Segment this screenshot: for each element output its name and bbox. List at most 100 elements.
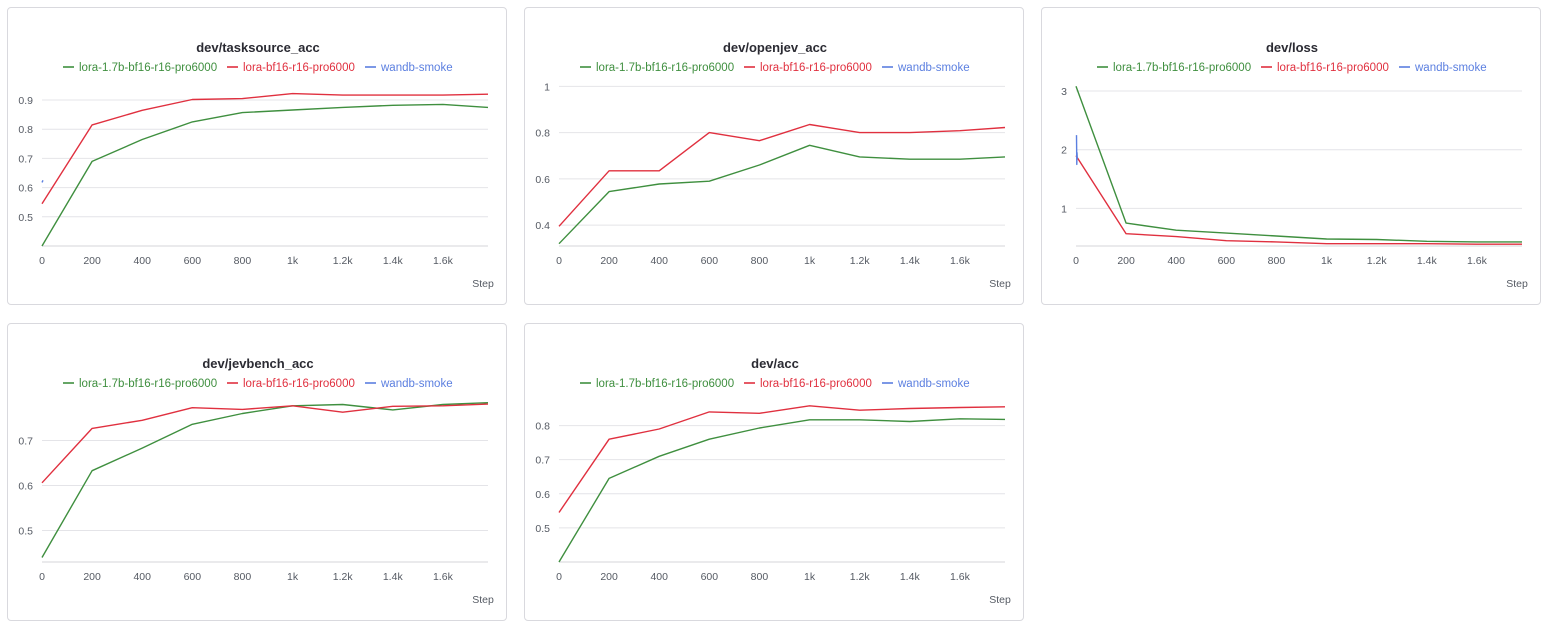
- y-tick-label: 0.7: [18, 436, 33, 448]
- legend-label-lora-bf16-r16-pro6000: lora-bf16-r16-pro6000: [760, 62, 872, 74]
- x-axis-label: Step: [989, 594, 1011, 606]
- x-tick-label: 400: [133, 255, 151, 267]
- legend-label-wandb-smoke: wandb-smoke: [897, 378, 970, 390]
- chart-title: dev/jevbench_acc: [202, 356, 313, 371]
- y-tick-label: 0.9: [18, 95, 33, 107]
- legend-label-wandb-smoke: wandb-smoke: [380, 62, 453, 74]
- x-tick-label: 1k: [287, 571, 299, 583]
- series-line-lora-bf16-r16-pro6000[interactable]: [1075, 155, 1522, 245]
- x-tick-label: 1.6k: [1467, 255, 1488, 267]
- x-axis-label: Step: [472, 594, 494, 606]
- x-tick-label: 0: [556, 255, 562, 267]
- x-tick-label: 1k: [1321, 255, 1333, 267]
- y-tick-label: 0.5: [18, 212, 33, 224]
- x-axis-label: Step: [989, 278, 1011, 290]
- chart-svg: dev/jevbench_acc lora-1.7b-bf16-r16-pro60…: [18, 356, 494, 606]
- legend-label-lora-bf16-r16-pro6000: lora-bf16-r16-pro6000: [243, 62, 355, 74]
- x-axis-label: Step: [1506, 278, 1528, 290]
- x-tick-label: 1.4k: [383, 571, 404, 583]
- legend-label-lora-1-7b-bf16-r16-pro6000: lora-1.7b-bf16-r16-pro6000: [596, 62, 734, 74]
- y-tick-label: 1: [544, 81, 550, 93]
- legend-label-lora-bf16-r16-pro6000: lora-bf16-r16-pro6000: [243, 378, 355, 390]
- chart-title: dev/openjev_acc: [723, 40, 827, 55]
- y-tick-label: 0.4: [535, 220, 550, 232]
- chart-panel-acc[interactable]: dev/acc lora-1.7b-bf16-r16-pro6000 lora-bf…: [524, 323, 1024, 621]
- series-line-lora-bf16-r16-pro6000[interactable]: [558, 405, 1006, 513]
- chart-title: dev/loss: [1266, 40, 1318, 55]
- y-tick-label: 1: [1061, 203, 1067, 215]
- x-tick-label: 800: [234, 571, 252, 583]
- x-tick-label: 600: [701, 571, 719, 583]
- x-tick-label: 1.4k: [383, 255, 404, 267]
- x-tick-label: 1.4k: [900, 255, 921, 267]
- y-tick-label: 0.8: [535, 128, 550, 140]
- x-tick-label: 0: [1073, 255, 1079, 267]
- y-tick-label: 0.5: [18, 526, 33, 538]
- x-tick-label: 600: [184, 571, 202, 583]
- chart-svg: dev/openjev_acc lora-1.7b-bf16-r16-pro600…: [535, 40, 1011, 290]
- x-tick-label: 0: [39, 571, 45, 583]
- legend-label-lora-bf16-r16-pro6000: lora-bf16-r16-pro6000: [760, 378, 872, 390]
- y-tick-label: 0.6: [18, 183, 33, 195]
- x-tick-label: 1.6k: [433, 255, 454, 267]
- legend-label-lora-1-7b-bf16-r16-pro6000: lora-1.7b-bf16-r16-pro6000: [79, 378, 217, 390]
- legend-label-lora-1-7b-bf16-r16-pro6000: lora-1.7b-bf16-r16-pro6000: [1113, 62, 1251, 74]
- x-tick-label: 1.2k: [850, 571, 871, 583]
- series-line-lora-1-7b-bf16-r16-pro6000[interactable]: [558, 144, 1006, 245]
- y-tick-label: 0.6: [18, 481, 33, 493]
- y-tick-label: 3: [1061, 86, 1067, 98]
- series-line-lora-1-7b-bf16-r16-pro6000[interactable]: [41, 103, 489, 247]
- chart-svg: dev/loss lora-1.7b-bf16-r16-pro6000 lora-b…: [1061, 40, 1528, 290]
- series-line-lora-bf16-r16-pro6000[interactable]: [558, 123, 1006, 227]
- x-tick-label: 200: [1117, 255, 1135, 267]
- x-tick-label: 800: [234, 255, 252, 267]
- series-line-lora-1-7b-bf16-r16-pro6000[interactable]: [41, 402, 489, 558]
- x-tick-label: 600: [184, 255, 202, 267]
- series-line-lora-bf16-r16-pro6000[interactable]: [41, 92, 489, 205]
- y-tick-label: 2: [1061, 145, 1067, 157]
- x-tick-label: 0: [39, 255, 45, 267]
- y-tick-label: 0.8: [18, 124, 33, 136]
- x-tick-label: 400: [650, 571, 668, 583]
- y-tick-label: 0.7: [535, 455, 550, 467]
- legend-label-lora-1-7b-bf16-r16-pro6000: lora-1.7b-bf16-r16-pro6000: [79, 62, 217, 74]
- legend-label-wandb-smoke: wandb-smoke: [1414, 62, 1487, 74]
- chart-panel-openjev-acc[interactable]: dev/openjev_acc lora-1.7b-bf16-r16-pro600…: [524, 7, 1024, 305]
- x-tick-label: 600: [701, 255, 719, 267]
- x-tick-label: 200: [83, 571, 101, 583]
- x-tick-label: 1.2k: [1367, 255, 1388, 267]
- x-tick-label: 1.2k: [850, 255, 871, 267]
- x-tick-label: 1.6k: [950, 571, 971, 583]
- series-line-lora-bf16-r16-pro6000[interactable]: [41, 403, 489, 484]
- legend-label-lora-bf16-r16-pro6000: lora-bf16-r16-pro6000: [1277, 62, 1389, 74]
- series-line-wandb-smoke[interactable]: [1075, 135, 1078, 166]
- y-tick-label: 0.6: [535, 489, 550, 501]
- series-line-lora-1-7b-bf16-r16-pro6000[interactable]: [1075, 86, 1522, 243]
- legend-label-wandb-smoke: wandb-smoke: [897, 62, 970, 74]
- x-tick-label: 400: [650, 255, 668, 267]
- x-tick-label: 1k: [287, 255, 299, 267]
- x-tick-label: 1.6k: [950, 255, 971, 267]
- chart-title: dev/acc: [751, 356, 799, 371]
- legend-label-wandb-smoke: wandb-smoke: [380, 378, 453, 390]
- x-tick-label: 800: [1268, 255, 1286, 267]
- x-tick-label: 1k: [804, 571, 816, 583]
- x-tick-label: 600: [1218, 255, 1236, 267]
- x-axis-label: Step: [472, 278, 494, 290]
- x-tick-label: 1.6k: [433, 571, 454, 583]
- chart-title: dev/tasksource_acc: [196, 40, 320, 55]
- series-line-lora-1-7b-bf16-r16-pro6000[interactable]: [558, 418, 1006, 563]
- chart-panel-tasksource-acc[interactable]: dev/tasksource_acc lora-1.7b-bf16-r16-pro…: [7, 7, 507, 305]
- x-tick-label: 200: [600, 571, 618, 583]
- y-tick-label: 0.5: [535, 523, 550, 535]
- y-tick-label: 0.8: [535, 421, 550, 433]
- series-line-wandb-smoke[interactable]: [41, 179, 44, 183]
- chart-panel-loss[interactable]: dev/loss lora-1.7b-bf16-r16-pro6000 lora-b…: [1041, 7, 1541, 305]
- chart-panel-jevbench-acc[interactable]: dev/jevbench_acc lora-1.7b-bf16-r16-pro60…: [7, 323, 507, 621]
- x-tick-label: 400: [1167, 255, 1185, 267]
- x-tick-label: 0: [556, 571, 562, 583]
- x-tick-label: 1.2k: [333, 571, 354, 583]
- legend-label-lora-1-7b-bf16-r16-pro6000: lora-1.7b-bf16-r16-pro6000: [596, 378, 734, 390]
- x-tick-label: 1k: [804, 255, 816, 267]
- x-tick-label: 200: [83, 255, 101, 267]
